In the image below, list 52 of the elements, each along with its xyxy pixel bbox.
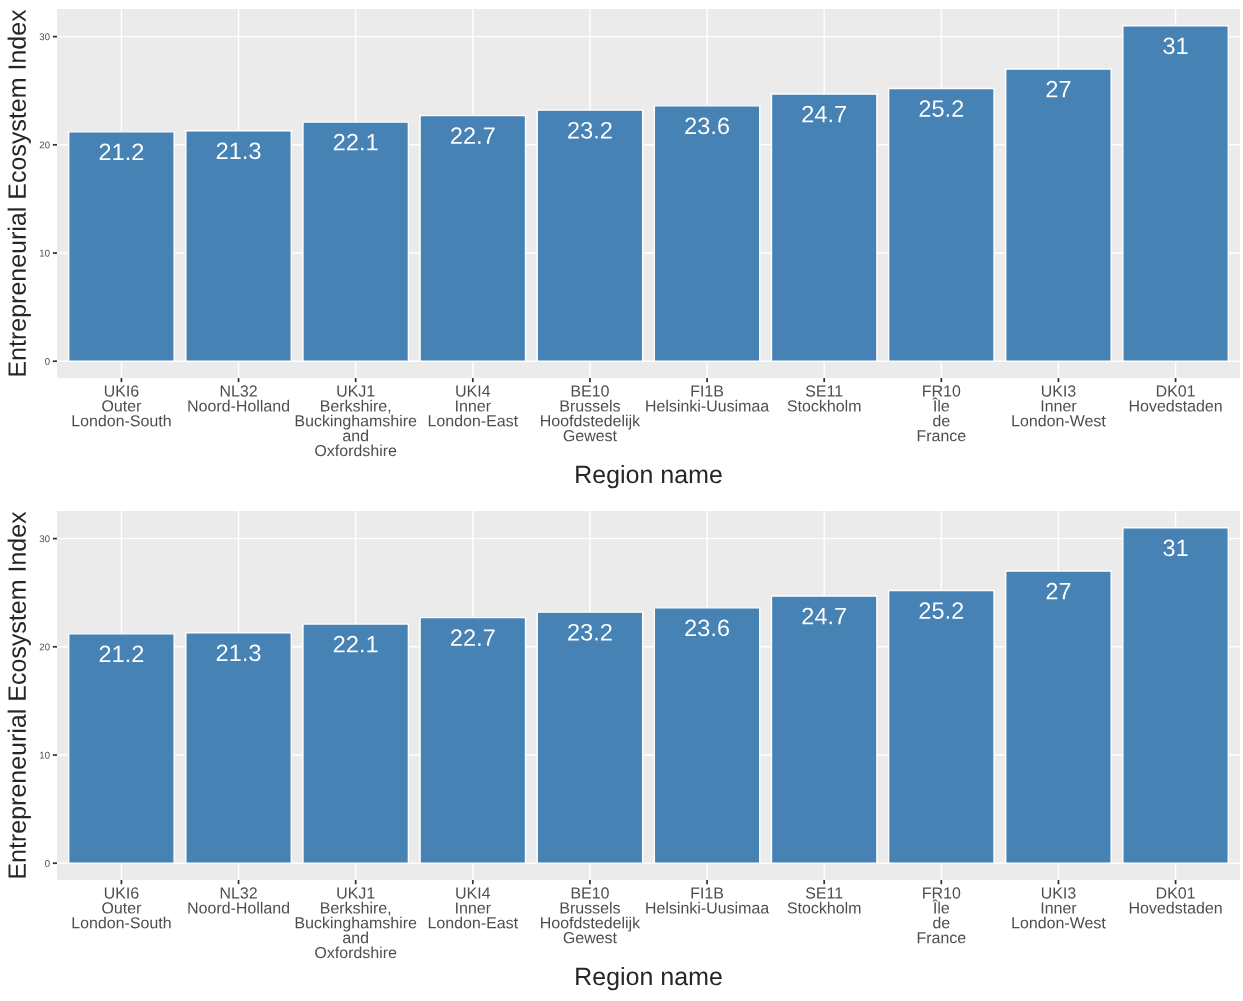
data-label: 27	[1046, 80, 1071, 98]
y-axis-title: Entrepreneurial Ecosystem Index	[7, 511, 31, 878]
data-label: 21.3	[216, 142, 261, 160]
data-label: 23.2	[568, 623, 612, 641]
data-label: 21.2	[99, 645, 144, 663]
data-label: 31	[1163, 37, 1188, 55]
x-tick-label: DK01 Hovedstaden	[1129, 385, 1222, 412]
data-label: 23.6	[685, 117, 730, 135]
data-label: 31	[1163, 539, 1188, 557]
y-tick-label: 0	[45, 357, 50, 365]
y-tick-label: 30	[39, 33, 50, 41]
data-label: 22.1	[333, 635, 378, 653]
x-tick-label: FR10 Île de France	[917, 385, 966, 442]
x-tick-label: FR10 Île de France	[917, 887, 966, 944]
data-label: 23.6	[685, 619, 730, 637]
y-tick-label: 10	[39, 249, 50, 257]
x-tick-label: FI1B Helsinki-Uusimaa	[646, 385, 770, 412]
x-tick-label: UKJ1 Berkshire, Buckinghamshire and Oxfordshire	[295, 385, 417, 457]
x-tick-label: BE10 Brussels Hoofdstedelijk Gewest	[541, 385, 641, 442]
x-tick-label: UKI6 Outer London-South	[72, 385, 171, 427]
x-tick-label: UKI3 Inner London-West	[1012, 887, 1106, 929]
y-tick-label: 20	[39, 643, 50, 651]
x-tick-label: UKI4 Inner London-East	[428, 887, 518, 929]
y-tick-label: 0	[45, 859, 50, 867]
x-tick-label: SE11 Stockholm	[787, 385, 861, 412]
x-tick-label: SE11 Stockholm	[787, 887, 861, 914]
x-tick-label: DK01 Hovedstaden	[1129, 887, 1222, 914]
y-tick-label: 10	[39, 751, 50, 759]
x-tick-label: UKI4 Inner London-East	[428, 385, 518, 427]
data-label: 21.2	[99, 143, 144, 161]
data-label: 27	[1046, 582, 1071, 600]
data-label: 23.2	[568, 121, 612, 139]
data-label: 24.7	[802, 105, 846, 123]
data-label: 25.2	[919, 100, 964, 117]
x-axis-title: Region name	[576, 966, 722, 991]
x-tick-label: FI1B Helsinki-Uusimaa	[646, 887, 770, 914]
data-label: 22.1	[333, 133, 378, 151]
data-label: 24.7	[802, 607, 846, 625]
x-tick-label: NL32 Noord-Holland	[188, 385, 290, 412]
x-tick-label: UKJ1 Berkshire, Buckinghamshire and Oxfordshire	[295, 887, 417, 959]
y-tick-label: 20	[39, 141, 50, 149]
y-tick-label: 30	[39, 535, 50, 543]
data-label: 25.2	[919, 602, 964, 619]
x-tick-label: BE10 Brussels Hoofdstedelijk Gewest	[541, 887, 641, 944]
data-label: 21.3	[216, 644, 261, 662]
x-tick-label: UKI3 Inner London-West	[1012, 385, 1106, 427]
data-label: 22.7	[451, 629, 495, 646]
y-axis-title: Entrepreneurial Ecosystem Index	[7, 9, 31, 376]
x-axis-title: Region name	[576, 464, 722, 489]
data-label: 22.7	[451, 127, 495, 144]
x-tick-label: NL32 Noord-Holland	[188, 887, 290, 914]
x-tick-label: UKI6 Outer London-South	[72, 887, 171, 929]
